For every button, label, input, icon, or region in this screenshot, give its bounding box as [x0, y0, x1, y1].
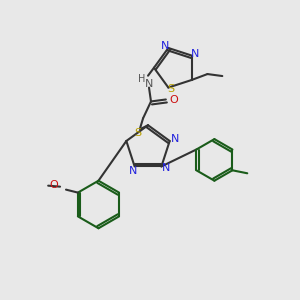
Text: O: O — [169, 95, 178, 106]
Text: N: N — [162, 164, 171, 173]
Text: N: N — [190, 49, 199, 58]
Text: O: O — [50, 180, 58, 190]
Text: S: S — [168, 83, 175, 94]
Text: N: N — [128, 167, 137, 176]
Text: S: S — [134, 128, 142, 138]
Text: N: N — [170, 134, 179, 144]
Text: H: H — [138, 74, 146, 84]
Text: N: N — [145, 79, 153, 88]
Text: N: N — [161, 41, 170, 51]
